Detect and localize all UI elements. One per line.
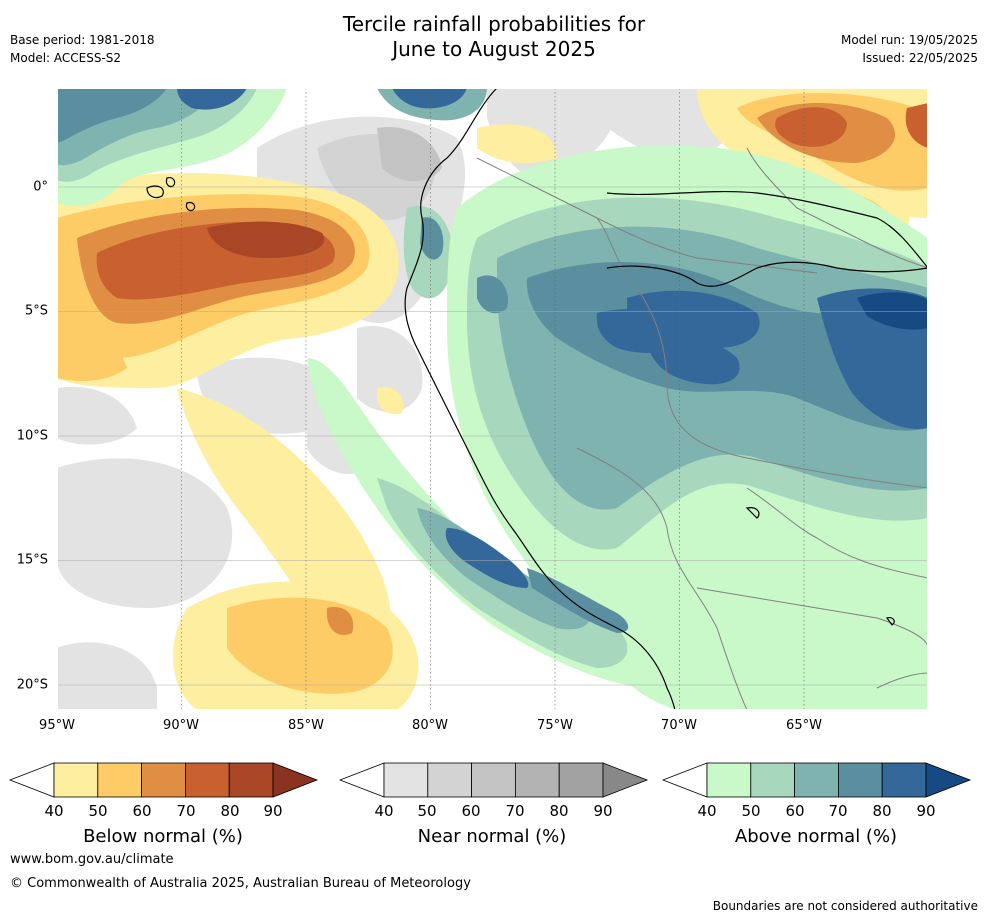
lon-label-65w: 65°W: [786, 718, 822, 733]
coastline: [146, 88, 928, 710]
title-line-2: June to August 2025: [392, 37, 596, 61]
colorbar-title-above-normal: Above normal (%): [734, 826, 898, 847]
cb-near-tick-40: 40: [374, 802, 394, 820]
cb-below-tick-60: 60: [132, 802, 152, 820]
meta-right: Model run: 19/05/2025 Issued: 22/05/2025: [841, 31, 978, 67]
colorbar-below-segment-0: [53, 762, 99, 798]
colorbar-below-segment-4: [228, 762, 274, 798]
above-normal-regions: [57, 88, 928, 710]
colorbar-near-segment-1: [427, 762, 472, 798]
colorbar-below-high-extension: [272, 762, 319, 798]
colorbar-below-segment-1: [97, 762, 143, 798]
colorbar-above-normal: [661, 762, 972, 798]
colorbar-title-near-normal: Near normal (%): [417, 826, 567, 847]
colorbar-near-segment-3: [515, 762, 560, 798]
colorbar-above-high-extension: [925, 762, 972, 798]
probability-map: [57, 88, 928, 710]
cb-below-tick-70: 70: [176, 802, 196, 820]
cb-near-tick-90: 90: [593, 802, 613, 820]
colorbar-below-segment-3: [184, 762, 230, 798]
cb-near-tick-70: 70: [505, 802, 525, 820]
cb-above-tick-70: 70: [828, 802, 848, 820]
cb-above-tick-50: 50: [741, 802, 761, 820]
colorbar-above-segment-4: [881, 762, 927, 798]
map-title: Tercile rainfall probabilities for June …: [0, 12, 988, 62]
colorbar-above-low-extension: [661, 762, 708, 798]
map-frame: [57, 88, 928, 710]
boundary-disclaimer: Boundaries are not considered authoritat…: [712, 899, 978, 913]
cb-above-tick-40: 40: [697, 802, 717, 820]
colorbar-below-low-extension: [8, 762, 55, 798]
colorbar-below-normal: [8, 762, 319, 798]
cb-below-tick-40: 40: [44, 802, 64, 820]
cb-below-tick-80: 80: [220, 802, 240, 820]
colorbar-above-segment-0: [706, 762, 752, 798]
colorbar-near-high-extension: [602, 762, 649, 798]
lon-label-85w: 85°W: [288, 718, 324, 733]
base-period: Base period: 1981-2018: [10, 33, 155, 47]
country-borders: [476, 147, 928, 710]
cb-above-tick-60: 60: [785, 802, 805, 820]
title-line-1: Tercile rainfall probabilities for: [342, 12, 646, 36]
colorbar-above-segment-3: [838, 762, 883, 798]
model-name: Model: ACCESS-S2: [10, 51, 122, 65]
lat-label-0: 0°: [33, 179, 48, 195]
colorbar-near-segment-4: [558, 762, 604, 798]
cb-near-tick-60: 60: [461, 802, 481, 820]
colorbar-near-segment-2: [471, 762, 516, 798]
cb-below-tick-50: 50: [88, 802, 108, 820]
colorbar-above-segment-1: [750, 762, 795, 798]
source-url: www.bom.gov.au/climate: [10, 852, 174, 867]
lat-label-15s: 15°S: [16, 552, 48, 568]
lat-label-10s: 10°S: [16, 428, 48, 444]
colorbar-near-segment-0: [383, 762, 429, 798]
colorbars: [8, 762, 972, 798]
lat-label-5s: 5°S: [24, 303, 48, 319]
colorbar-title-below-normal: Below normal (%): [83, 826, 243, 847]
lon-label-70w: 70°W: [661, 718, 697, 733]
issued-date: Issued: 22/05/2025: [862, 51, 978, 65]
meta-left: Base period: 1981-2018 Model: ACCESS-S2: [10, 31, 155, 67]
cb-near-tick-50: 50: [417, 802, 437, 820]
cb-below-tick-90: 90: [263, 802, 283, 820]
lon-label-80w: 80°W: [412, 718, 448, 733]
grid-lines: [57, 88, 928, 710]
lon-label-90w: 90°W: [163, 718, 199, 733]
cb-above-tick-90: 90: [916, 802, 936, 820]
lon-label-95w: 95°W: [39, 718, 75, 733]
colorbar-above-segment-2: [794, 762, 839, 798]
cb-near-tick-80: 80: [549, 802, 569, 820]
model-run: Model run: 19/05/2025: [840, 33, 978, 47]
cb-above-tick-80: 80: [872, 802, 892, 820]
colorbar-near-low-extension: [338, 762, 385, 798]
colorbar-near-normal: [338, 762, 649, 798]
lat-label-20s: 20°S: [16, 677, 48, 693]
lon-label-75w: 75°W: [537, 718, 573, 733]
colorbar-below-segment-2: [141, 762, 186, 798]
copyright-notice: © Commonwealth of Australia 2025, Austra…: [10, 876, 471, 891]
